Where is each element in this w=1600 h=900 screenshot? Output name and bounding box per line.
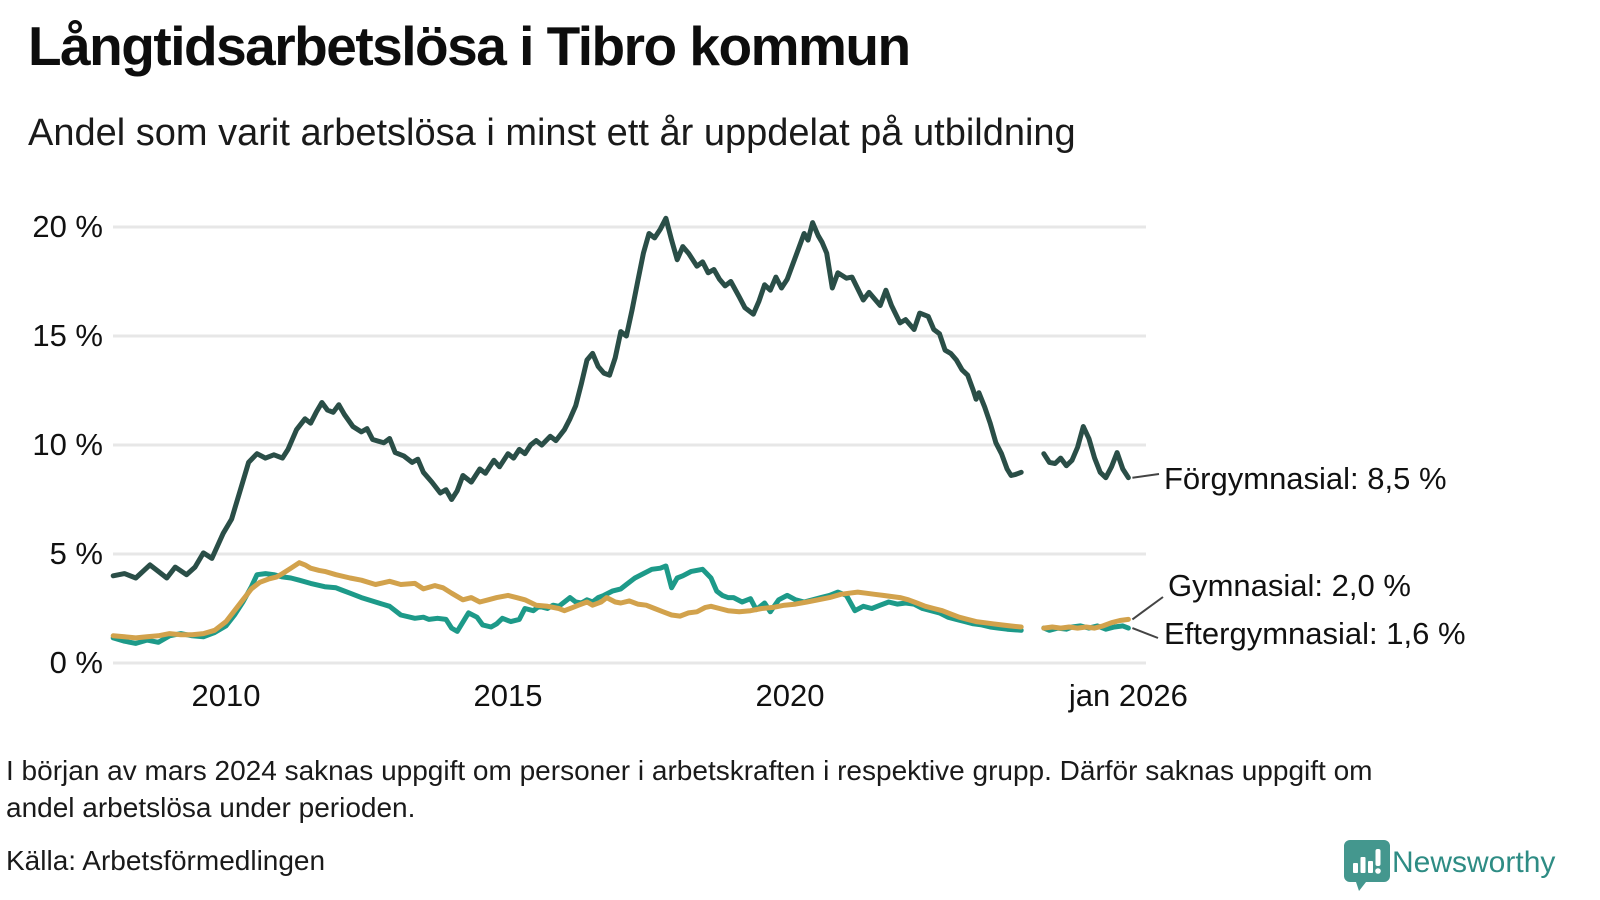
y-axis-tick-20: 20 % [32, 209, 103, 244]
page-subtitle: Andel som varit arbetslösa i minst ett å… [28, 112, 1076, 154]
y-axis-tick-15: 15 % [32, 318, 103, 353]
y-axis-tick-10: 10 % [32, 427, 103, 462]
y-axis-tick-5: 5 % [49, 536, 103, 571]
newsworthy-logo-icon [1344, 840, 1390, 891]
newsworthy-logo-text: Newsworthy [1392, 846, 1556, 879]
series-label-förgymnasial: Förgymnasial: 8,5 % [1164, 461, 1447, 496]
footnote: I början av mars 2024 saknas uppgift om … [6, 755, 1373, 823]
label-connector-förgymnasial [1132, 473, 1160, 479]
x-axis-tick-2020: 2020 [755, 678, 825, 713]
source-note: Källa: Arbetsförmedlingen [6, 845, 326, 876]
x-axis-tick-2010: 2010 [191, 678, 261, 713]
x-axis-tick-jan-2026: jan 2026 [1068, 678, 1188, 713]
line-förgymnasial-segment-2 [1041, 424, 1131, 481]
series-label-gymnasial: Gymnasial: 2,0 % [1168, 568, 1411, 603]
series-label-eftergymnasial: Eftergymnasial: 1,6 % [1164, 616, 1466, 651]
line-gymnasial-segment-1 [110, 560, 1024, 641]
label-connector-gymnasial [1131, 596, 1164, 621]
label-connector-eftergymnasial [1132, 627, 1159, 639]
line-förgymnasial-segment-1 [110, 215, 1024, 581]
y-axis-tick-0: 0 % [49, 645, 103, 680]
line-gymnasial-segment-2 [1041, 616, 1131, 631]
line-eftergymnasial-segment-1 [110, 563, 1024, 646]
page-title: Långtidsarbetslösa i Tibro kommun [28, 15, 911, 77]
x-axis-tick-2015: 2015 [473, 678, 543, 713]
